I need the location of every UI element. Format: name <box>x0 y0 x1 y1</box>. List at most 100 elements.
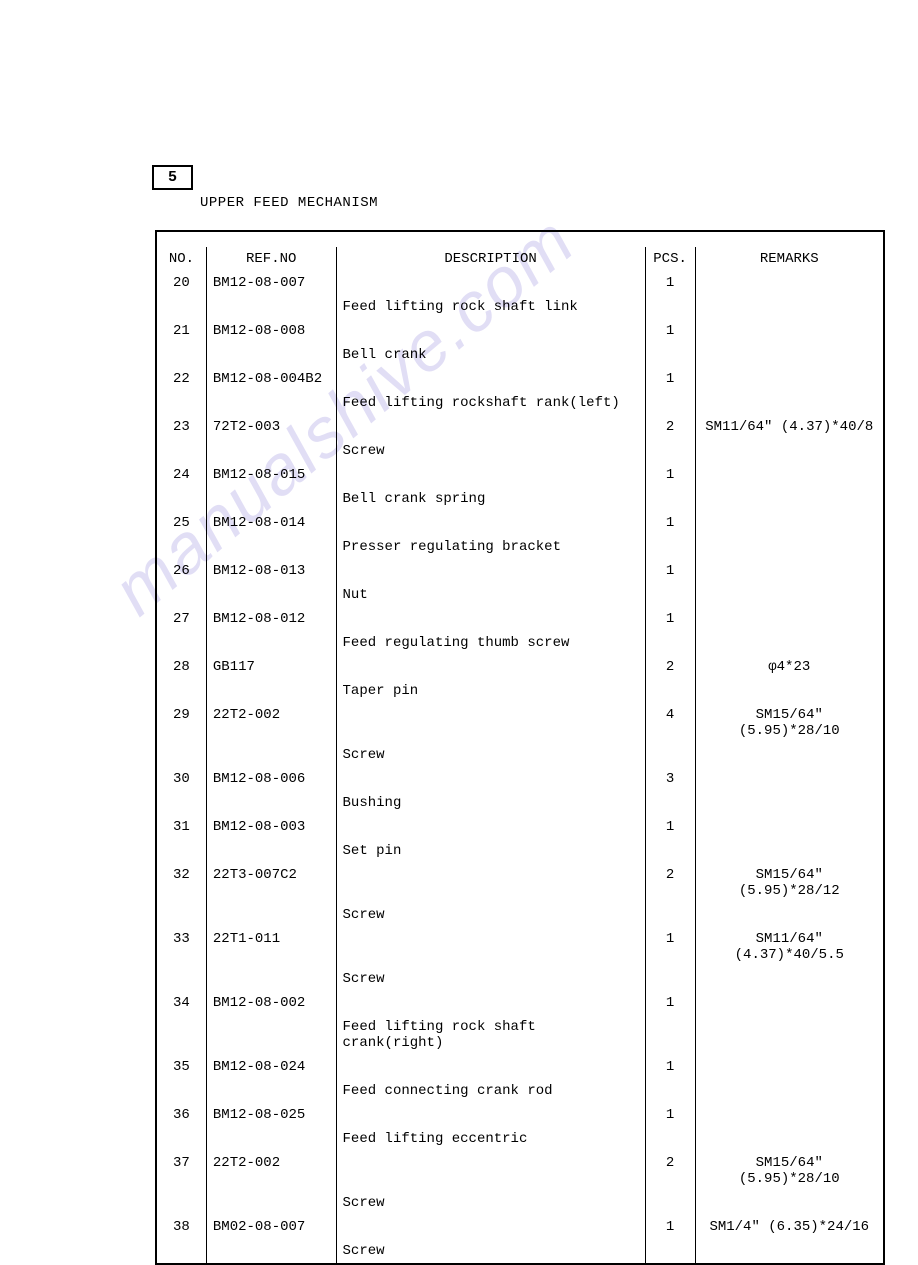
cell-desc: Bell crank <box>337 343 646 367</box>
cell-ref: BM12-08-003 <box>207 815 337 839</box>
cell-desc: Feed connecting crank rod <box>337 1079 646 1103</box>
table-row: 38 BM02-08-007 1 SM1/4" (6.35)*24/16 <box>157 1215 883 1239</box>
cell-ref-blank <box>207 1127 337 1151</box>
cell-ref-blank <box>207 391 337 415</box>
cell-ref: 22T3-007C2 <box>207 863 337 903</box>
cell-remarks <box>696 767 883 791</box>
cell-desc: Screw <box>337 903 646 927</box>
cell-desc: Presser regulating bracket <box>337 535 646 559</box>
table-desc-row: Taper pin <box>157 679 883 703</box>
table-row: 34 BM12-08-002 1 <box>157 991 883 1015</box>
cell-pcs: 1 <box>646 1215 696 1239</box>
table-desc-row: Presser regulating bracket <box>157 535 883 559</box>
cell-pcs: 2 <box>646 1151 696 1191</box>
table-row: 30 BM12-08-006 3 <box>157 767 883 791</box>
table-desc-row: Feed lifting rockshaft rank(left) <box>157 391 883 415</box>
cell-no-blank <box>157 1127 207 1151</box>
cell-desc-blank <box>337 655 646 679</box>
table-row: 29 22T2-002 4 SM15/64" (5.95)*28/10 <box>157 703 883 743</box>
cell-ref: BM12-08-002 <box>207 991 337 1015</box>
cell-desc: Feed regulating thumb screw <box>337 631 646 655</box>
cell-remarks-blank <box>696 583 883 607</box>
cell-remarks-blank <box>696 1127 883 1151</box>
cell-pcs-blank <box>646 1191 696 1215</box>
cell-desc: Screw <box>337 1191 646 1215</box>
cell-remarks <box>696 607 883 631</box>
cell-ref: BM12-08-007 <box>207 271 337 295</box>
cell-ref: BM12-08-008 <box>207 319 337 343</box>
cell-remarks-blank <box>696 535 883 559</box>
cell-remarks: φ4*23 <box>696 655 883 679</box>
cell-pcs-blank <box>646 487 696 511</box>
cell-ref: 22T2-002 <box>207 1151 337 1191</box>
cell-desc-blank <box>337 1151 646 1191</box>
cell-ref-blank <box>207 343 337 367</box>
table-desc-row: Set pin <box>157 839 883 863</box>
section-number-box: 5 <box>152 165 193 190</box>
table-row: 20 BM12-08-007 1 <box>157 271 883 295</box>
cell-remarks-blank <box>696 343 883 367</box>
cell-pcs: 1 <box>646 319 696 343</box>
cell-ref: GB117 <box>207 655 337 679</box>
cell-no: 34 <box>157 991 207 1015</box>
table-body: 20 BM12-08-007 1 Feed lifting rock shaft… <box>157 271 883 1263</box>
cell-remarks-blank <box>696 1239 883 1263</box>
cell-pcs-blank <box>646 439 696 463</box>
cell-remarks-blank <box>696 743 883 767</box>
cell-desc-blank <box>337 703 646 743</box>
cell-ref-blank <box>207 631 337 655</box>
cell-no: 28 <box>157 655 207 679</box>
cell-no: 29 <box>157 703 207 743</box>
cell-desc: Feed lifting rockshaft rank(left) <box>337 391 646 415</box>
cell-remarks: SM1/4" (6.35)*24/16 <box>696 1215 883 1239</box>
cell-no: 30 <box>157 767 207 791</box>
cell-desc-blank <box>337 815 646 839</box>
cell-no-blank <box>157 439 207 463</box>
cell-no: 26 <box>157 559 207 583</box>
table-row: 32 22T3-007C2 2 SM15/64" (5.95)*28/12 <box>157 863 883 903</box>
cell-pcs: 2 <box>646 655 696 679</box>
cell-pcs: 1 <box>646 991 696 1015</box>
cell-remarks: SM11/64" (4.37)*40/8 <box>696 415 883 439</box>
cell-remarks <box>696 271 883 295</box>
cell-ref: BM12-08-004B2 <box>207 367 337 391</box>
cell-pcs: 1 <box>646 511 696 535</box>
cell-no: 25 <box>157 511 207 535</box>
cell-remarks <box>696 1055 883 1079</box>
cell-no: 38 <box>157 1215 207 1239</box>
cell-pcs: 1 <box>646 1103 696 1127</box>
cell-no-blank <box>157 487 207 511</box>
cell-desc-blank <box>337 863 646 903</box>
cell-pcs-blank <box>646 903 696 927</box>
table-row: 35 BM12-08-024 1 <box>157 1055 883 1079</box>
cell-pcs-blank <box>646 295 696 319</box>
cell-desc-blank <box>337 1055 646 1079</box>
cell-pcs-blank <box>646 791 696 815</box>
table-desc-row: Feed connecting crank rod <box>157 1079 883 1103</box>
cell-pcs-blank <box>646 967 696 991</box>
cell-desc-blank <box>337 367 646 391</box>
cell-pcs-blank <box>646 343 696 367</box>
cell-desc-blank <box>337 1103 646 1127</box>
cell-desc: Screw <box>337 1239 646 1263</box>
cell-no: 31 <box>157 815 207 839</box>
cell-ref-blank <box>207 487 337 511</box>
cell-desc-blank <box>337 607 646 631</box>
cell-no-blank <box>157 1015 207 1055</box>
table-row: 33 22T1-011 1 SM11/64" (4.37)*40/5.5 <box>157 927 883 967</box>
table-desc-row: Feed lifting rock shaft link <box>157 295 883 319</box>
cell-pcs-blank <box>646 839 696 863</box>
table-desc-row: Feed lifting rock shaft crank(right) <box>157 1015 883 1055</box>
cell-remarks <box>696 367 883 391</box>
cell-no-blank <box>157 343 207 367</box>
cell-desc-blank <box>337 559 646 583</box>
cell-pcs: 1 <box>646 367 696 391</box>
table-desc-row: Feed regulating thumb screw <box>157 631 883 655</box>
cell-remarks-blank <box>696 791 883 815</box>
table-row: 27 BM12-08-012 1 <box>157 607 883 631</box>
cell-ref-blank <box>207 295 337 319</box>
cell-no: 27 <box>157 607 207 631</box>
cell-no-blank <box>157 903 207 927</box>
cell-no-blank <box>157 535 207 559</box>
cell-remarks <box>696 815 883 839</box>
